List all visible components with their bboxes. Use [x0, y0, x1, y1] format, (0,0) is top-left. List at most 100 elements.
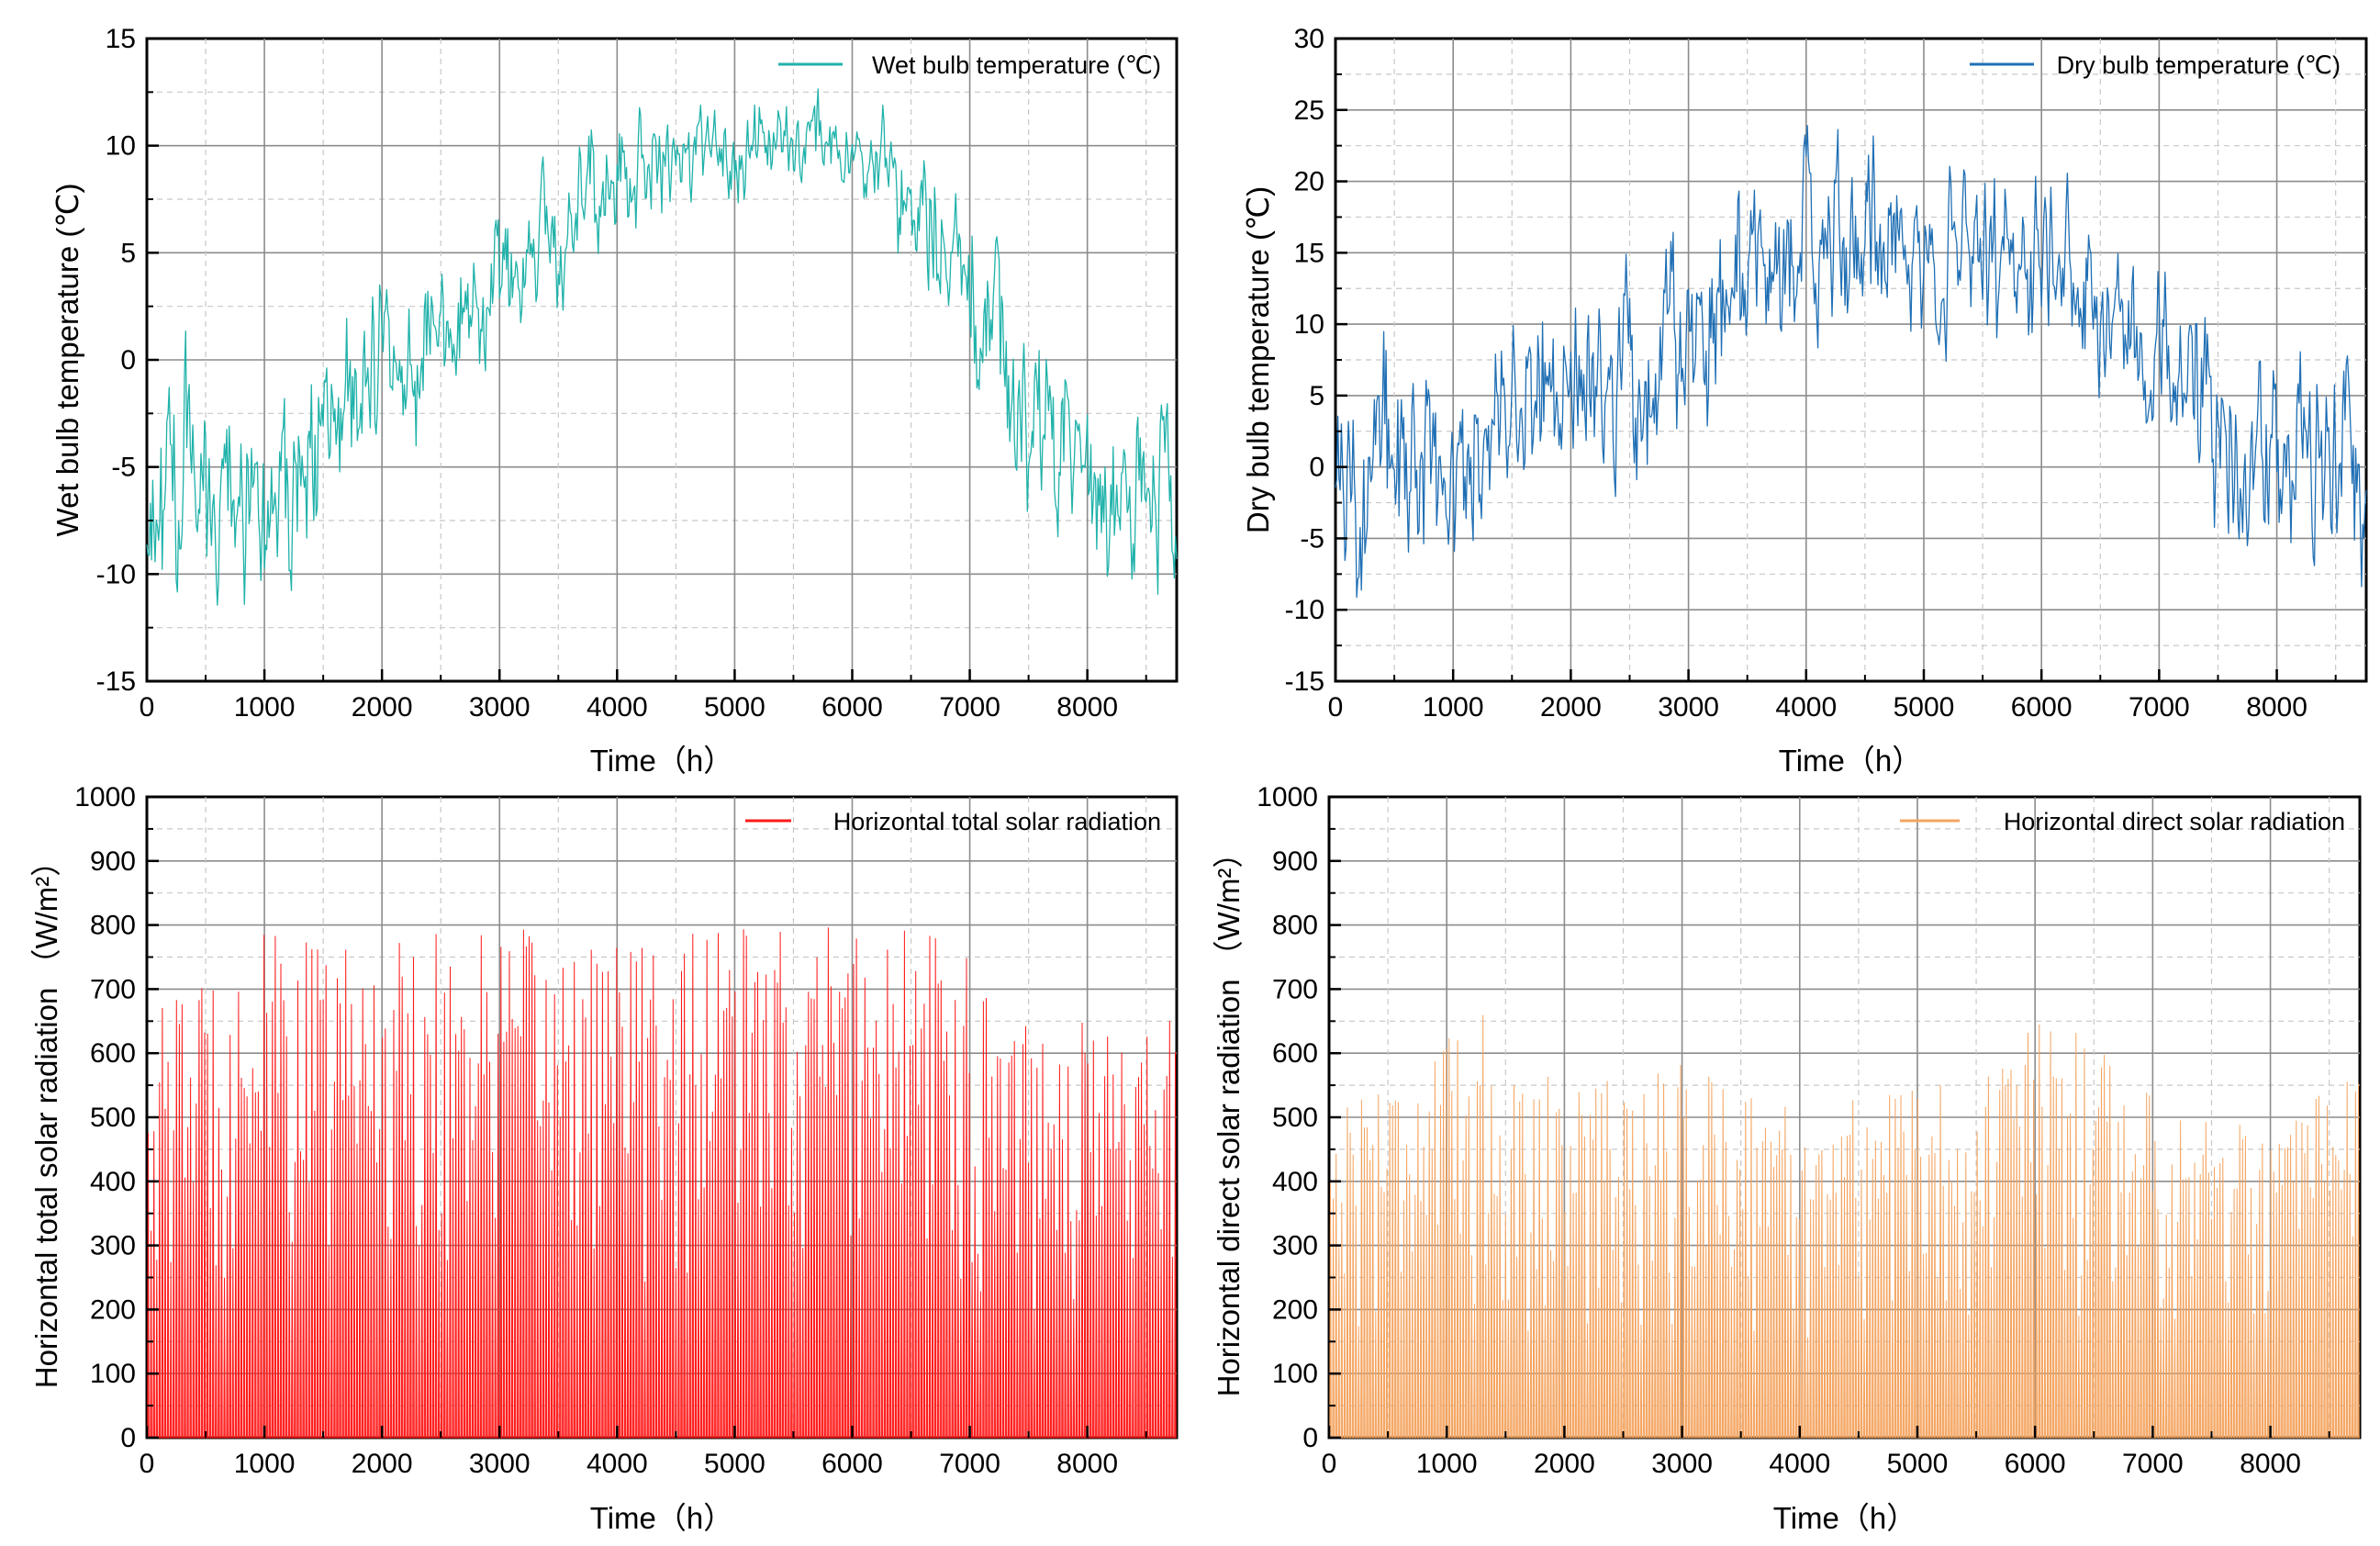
y-tick-label: 20	[1294, 167, 1324, 197]
x-tick-label: 3000	[469, 1449, 531, 1479]
x-tick-label: 4000	[1775, 692, 1837, 723]
y-tick-label: 400	[1272, 1167, 1318, 1197]
series-layer	[146, 88, 1178, 606]
x-axis-title: Time（h）	[590, 744, 733, 778]
y-axis-title: Horizontal direct solar radiation （W/m²）	[1212, 838, 1246, 1397]
x-tick-label: 0	[1328, 692, 1344, 723]
panel-horizontal-direct-solar-radiation: 0 100 200 300 400 500 600 700 800 900 1000 0 1000 200…	[1212, 782, 2362, 1535]
ticks: -15 -10 -5 0 5 10 15 20 25 30 0 1000 2000 3000 4000 500…	[1285, 24, 2337, 723]
x-tick-label: 7000	[939, 692, 1000, 723]
gridlines	[1335, 39, 2366, 681]
y-tick-label: 700	[90, 974, 136, 1004]
x-tick-label: 8000	[2246, 692, 2307, 723]
legend: Horizontal direct solar radiation	[1900, 808, 2345, 835]
y-tick-label: 15	[1294, 238, 1324, 268]
legend: Dry bulb temperature (℃)	[1970, 51, 2341, 79]
x-tick-label: 6000	[821, 692, 883, 723]
y-tick-label: 400	[90, 1167, 136, 1197]
y-tick-label: 500	[90, 1103, 136, 1133]
x-tick-label: 7000	[2122, 1449, 2184, 1479]
y-tick-label: -10	[1285, 595, 1324, 625]
y-tick-label: 1000	[1257, 782, 1318, 812]
x-tick-label: 3000	[1658, 692, 1719, 723]
y-tick-label: -10	[96, 559, 136, 589]
series-area	[147, 927, 1177, 1439]
panel-dry-bulb-temperature: -15 -10 -5 0 5 10 15 20 25 30 0 1000 2000 3000 4000 500…	[1241, 24, 2368, 778]
y-axis-title: Wet bulb temperature (℃)	[50, 184, 84, 537]
x-tick-label: 0	[140, 1449, 155, 1479]
y-tick-label: -5	[111, 453, 136, 483]
x-tick-label: 4000	[1769, 1449, 1830, 1479]
x-tick-label: 6000	[2011, 692, 2073, 723]
y-tick-label: 0	[120, 1423, 136, 1453]
y-axis-title: Horizontal total solar radiation （W/m²）	[29, 846, 63, 1389]
legend-label: Horizontal total solar radiation	[833, 808, 1161, 835]
y-tick-label: 500	[1272, 1103, 1318, 1133]
x-tick-label: 1000	[234, 1449, 296, 1479]
x-tick-label: 8000	[1056, 692, 1118, 723]
y-tick-label: 100	[90, 1359, 136, 1389]
series-layer	[147, 927, 1177, 1439]
y-tick-label: 600	[90, 1038, 136, 1069]
y-tick-label: -5	[1300, 523, 1324, 554]
series-layer	[1329, 1014, 2360, 1439]
y-tick-label: 900	[90, 846, 136, 877]
legend-label: Wet bulb temperature (℃)	[872, 51, 1161, 79]
x-tick-label: 7000	[2129, 692, 2190, 723]
x-tick-label: 5000	[704, 692, 765, 723]
legend-label: Dry bulb temperature (℃)	[2057, 51, 2341, 79]
ticks: -15 -10 -5 0 5 10 15 0 1000 2000 3000 4000 5000 6000 7…	[96, 24, 1147, 723]
legend-label: Horizontal direct solar radiation	[2004, 808, 2345, 835]
y-tick-label: 10	[106, 131, 136, 162]
y-tick-label: 10	[1294, 309, 1324, 340]
x-tick-label: 6000	[821, 1449, 883, 1479]
series-area	[1329, 1014, 2360, 1439]
legend: Wet bulb temperature (℃)	[778, 51, 1161, 79]
y-tick-label: 200	[1272, 1294, 1318, 1325]
x-tick-label: 8000	[2240, 1449, 2301, 1479]
y-tick-label: 25	[1294, 95, 1324, 126]
y-tick-label: 300	[90, 1231, 136, 1261]
x-tick-label: 5000	[704, 1449, 765, 1479]
x-tick-label: 8000	[1056, 1449, 1118, 1479]
panel-horizontal-total-solar-radiation: 0 100 200 300 400 500 600 700 800 900 1000 0 1000 200…	[29, 782, 1179, 1535]
x-tick-label: 2000	[1540, 692, 1602, 723]
x-tick-label: 1000	[1416, 1449, 1478, 1479]
y-tick-label: 30	[1294, 24, 1324, 54]
series-layer	[1335, 125, 2367, 599]
x-tick-label: 3000	[1651, 1449, 1713, 1479]
y-tick-label: 300	[1272, 1231, 1318, 1261]
x-tick-label: 5000	[1894, 692, 1955, 723]
y-tick-label: 900	[1272, 846, 1318, 877]
y-tick-label: 15	[106, 24, 136, 54]
x-tick-label: 0	[140, 692, 155, 723]
x-tick-label: 4000	[587, 1449, 648, 1479]
y-tick-label: 200	[90, 1294, 136, 1325]
y-tick-label: 600	[1272, 1038, 1318, 1069]
x-axis-title: Time（h）	[1773, 1501, 1916, 1535]
x-tick-label: 3000	[469, 692, 531, 723]
panel-wet-bulb-temperature: -15 -10 -5 0 5 10 15 0 1000 2000 3000 4000 5000 6000 7…	[50, 24, 1179, 778]
x-tick-label: 4000	[587, 692, 648, 723]
x-tick-label: 2000	[352, 692, 413, 723]
x-tick-label: 1000	[1423, 692, 1484, 723]
ticks: 0 100 200 300 400 500 600 700 800 900 1000 0 1000 200…	[74, 782, 1147, 1479]
series-line	[1335, 125, 2367, 599]
legend: Horizontal total solar radiation	[745, 808, 1161, 835]
x-tick-label: 7000	[939, 1449, 1000, 1479]
x-tick-label: 5000	[1887, 1449, 1949, 1479]
y-tick-label: 0	[120, 345, 136, 375]
x-tick-label: 2000	[1534, 1449, 1595, 1479]
y-tick-label: 800	[1272, 911, 1318, 941]
y-tick-label: 0	[1309, 453, 1324, 483]
x-tick-label: 2000	[352, 1449, 413, 1479]
x-tick-label: 6000	[2005, 1449, 2066, 1479]
x-axis-title: Time（h）	[1779, 744, 1922, 778]
x-tick-label: 1000	[234, 692, 296, 723]
y-tick-label: 700	[1272, 974, 1318, 1004]
y-tick-label: 1000	[74, 782, 136, 812]
y-tick-label: 100	[1272, 1359, 1318, 1389]
y-tick-label: 800	[90, 911, 136, 941]
y-tick-label: 5	[1309, 381, 1324, 411]
